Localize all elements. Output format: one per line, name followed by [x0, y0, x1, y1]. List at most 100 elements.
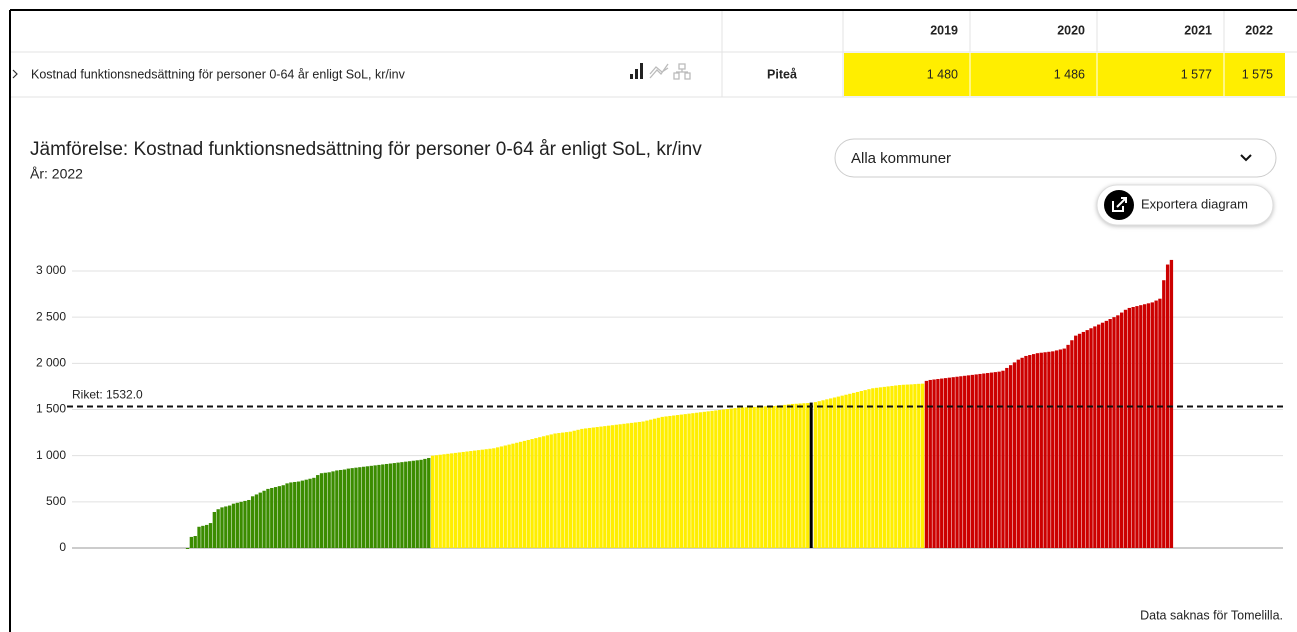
bar	[453, 452, 458, 548]
bar	[561, 432, 565, 548]
year-header: 2020	[1057, 23, 1085, 37]
bar	[1127, 307, 1131, 548]
expand-icon[interactable]	[12, 69, 18, 79]
year-header: 2022	[1245, 23, 1273, 37]
bar	[492, 448, 496, 548]
value-cells	[844, 53, 1285, 96]
bar	[254, 494, 259, 548]
bar	[419, 459, 423, 548]
chart-type-icons[interactable]	[630, 63, 691, 80]
dropdown[interactable]: Alla kommuner	[834, 138, 1277, 178]
bar	[308, 478, 312, 548]
bar	[584, 428, 588, 548]
bar	[794, 403, 798, 548]
bar	[404, 461, 408, 548]
bar	[963, 375, 967, 548]
bar	[859, 391, 864, 548]
bar	[959, 376, 963, 548]
bar	[1089, 328, 1093, 548]
bar	[702, 411, 707, 548]
bar	[538, 437, 542, 548]
year-header: 2021	[1184, 23, 1212, 37]
chart-note: Data saknas för Tomelilla.	[1140, 608, 1283, 622]
bar	[250, 496, 255, 548]
bar	[1047, 351, 1051, 548]
bar	[503, 445, 507, 548]
bar	[871, 388, 875, 548]
bar	[185, 548, 190, 549]
bar	[1028, 355, 1032, 548]
bar	[982, 373, 986, 548]
cell-value: 1 486	[1054, 67, 1085, 81]
bar	[1016, 359, 1020, 548]
bar	[748, 407, 752, 548]
bar	[1120, 312, 1124, 548]
bar	[526, 439, 530, 548]
bar	[763, 406, 768, 548]
bar	[235, 502, 239, 548]
bar	[1116, 315, 1120, 548]
bar	[522, 440, 527, 548]
dropdown-label: Alla kommuner	[851, 150, 951, 167]
bar	[924, 380, 929, 548]
bar	[434, 455, 439, 548]
bar	[342, 469, 347, 548]
bar	[480, 449, 484, 548]
bar	[595, 427, 599, 548]
bar	[874, 387, 879, 548]
bar	[1001, 370, 1005, 548]
bar	[572, 430, 576, 548]
bar	[205, 524, 209, 548]
bar	[534, 438, 538, 548]
bar	[691, 413, 695, 548]
bar	[989, 372, 994, 548]
bar	[476, 450, 481, 548]
y-tick-label: 1 500	[36, 402, 66, 416]
bar	[339, 469, 343, 548]
bar	[767, 406, 772, 548]
bar	[450, 453, 454, 548]
bar	[890, 385, 894, 548]
bar	[905, 384, 909, 548]
bar	[733, 408, 737, 548]
bar	[993, 372, 997, 548]
bar	[645, 420, 649, 548]
y-tick-label: 2 000	[36, 356, 66, 370]
bar	[1066, 344, 1070, 548]
bar	[473, 450, 477, 548]
bar	[970, 374, 975, 548]
bar	[940, 378, 944, 548]
bar	[530, 439, 534, 548]
bar	[488, 448, 492, 548]
bar	[844, 394, 848, 548]
bar	[568, 431, 573, 548]
export-button[interactable]: Exportera diagram	[1096, 184, 1274, 226]
bar	[484, 449, 488, 548]
bar	[840, 395, 844, 548]
bar	[541, 436, 546, 548]
bar	[675, 415, 680, 548]
bar	[656, 417, 661, 548]
bar	[1158, 298, 1162, 548]
bar	[1108, 319, 1112, 548]
bar	[549, 434, 553, 548]
bar	[1008, 365, 1013, 548]
bar	[465, 451, 469, 548]
bar	[641, 421, 645, 548]
y-tick-label: 2 500	[36, 309, 66, 323]
bar	[825, 399, 829, 548]
bar	[806, 403, 810, 548]
bar	[1100, 322, 1105, 548]
bar	[518, 441, 523, 548]
bar	[346, 468, 350, 548]
bar	[913, 384, 917, 548]
export-label: Exportera diagram	[1141, 196, 1248, 211]
bar	[867, 389, 871, 548]
bar	[714, 410, 718, 548]
bar	[832, 397, 837, 548]
bar	[220, 507, 224, 548]
bar	[1085, 330, 1089, 548]
bar	[388, 463, 393, 548]
